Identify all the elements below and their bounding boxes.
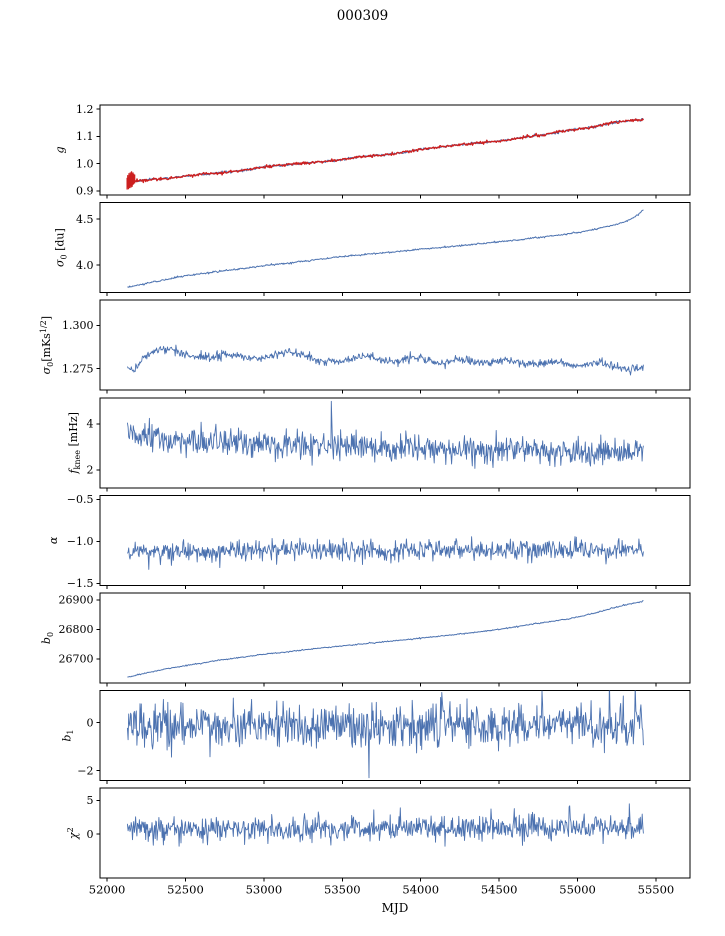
subplot-fknee: 2 4 fknee [mHz] [67,397,691,492]
axes-frame [99,592,691,684]
y-tick-label: 4.0 [76,259,94,272]
subplot-alpha: −1.5 −1.0 −0.5 α [47,493,691,590]
series-group [126,803,644,847]
series-sigma0-mks-line [126,344,644,376]
x-tick-label: 55500 [638,883,675,897]
y-tick-label: 0.9 [76,185,94,198]
series-sigma0-du-line [127,209,644,288]
y-axis-label-chi2: χ2 [66,827,80,840]
series-chi2-line [126,803,644,847]
subplot-sigma0-mks: 1.275 1.300 σ0[mKs1/2] [39,299,691,394]
subplot-chi2: 0 5 χ2 52000 52500 53000 53500 54000 54500 55000 5… [66,787,691,915]
y-tick-label: 1.0 [76,157,94,170]
x-tick-label: 53500 [324,883,361,897]
y-tick-label: −1.0 [67,535,94,548]
series-group [126,690,644,779]
axes-frame [99,787,691,879]
series-group [127,536,644,570]
subplot-b0: 26700 26800 26900 b0 [40,592,691,687]
y-tick-label: 26900 [59,594,94,607]
series-b1-line [126,690,644,779]
axes-frame [99,690,691,782]
y-tick-label: 4 [87,418,94,431]
y-axis-label-sigma0-du: σ0 [du] [54,228,69,267]
y-axis-label-alpha: α [47,536,60,544]
series-group [126,117,644,190]
x-tick-label: 54000 [402,883,439,897]
axes-frame [99,299,691,391]
subplot-g: 0.9 1.0 1.1 1.2 g [54,103,691,199]
series-alpha-line [127,536,644,570]
subplot-b1: −2 0 b1 [60,690,691,785]
y-tick-label: −2 [77,764,93,777]
y-tick-label: 4.5 [76,213,94,226]
axes-frame [99,104,691,196]
y-axis-label-fknee: fknee [mHz] [67,412,82,474]
y-axis-label-sigma0-mks: σ0[mKs1/2] [39,316,55,374]
series-group [127,209,644,288]
axes-frame [99,494,691,586]
x-tick-label: 54500 [481,883,518,897]
y-tick-label: −0.5 [67,493,94,506]
y-tick-label: 1.300 [62,319,94,332]
y-tick-label: 0 [87,828,94,841]
y-tick-label: 26800 [59,623,94,636]
x-tick-label: 53000 [246,883,283,897]
y-axis-label-b0: b0 [40,632,55,644]
series-group [126,344,644,376]
series-group [127,600,644,678]
series-group [126,400,644,469]
axes-frame [99,202,691,294]
y-tick-label: 1.2 [76,103,94,116]
x-tick-label: 55000 [559,883,596,897]
x-tick-label: 52500 [167,883,204,897]
y-tick-label: 2 [87,464,94,477]
y-tick-label: 1.275 [62,362,94,375]
x-tick-label: 52000 [89,883,126,897]
series-b0-line [127,600,644,678]
y-tick-label: 5 [87,794,94,807]
y-tick-label: 26700 [59,653,94,666]
series-fknee-line [126,400,644,469]
y-tick-label: 0 [87,716,94,729]
y-axis-label-g: g [54,146,67,153]
y-axis-label-b1: b1 [60,730,75,742]
series-g-data-red [127,118,644,184]
subplot-sigma0-du: 4.0 4.5 σ0 [du] [54,202,691,297]
y-tick-label: −1.5 [67,577,94,590]
figure-title: 000309 [336,8,389,24]
x-axis-label: MJD [382,901,409,915]
axes-frame [99,397,691,489]
y-tick-label: 1.1 [76,130,94,143]
